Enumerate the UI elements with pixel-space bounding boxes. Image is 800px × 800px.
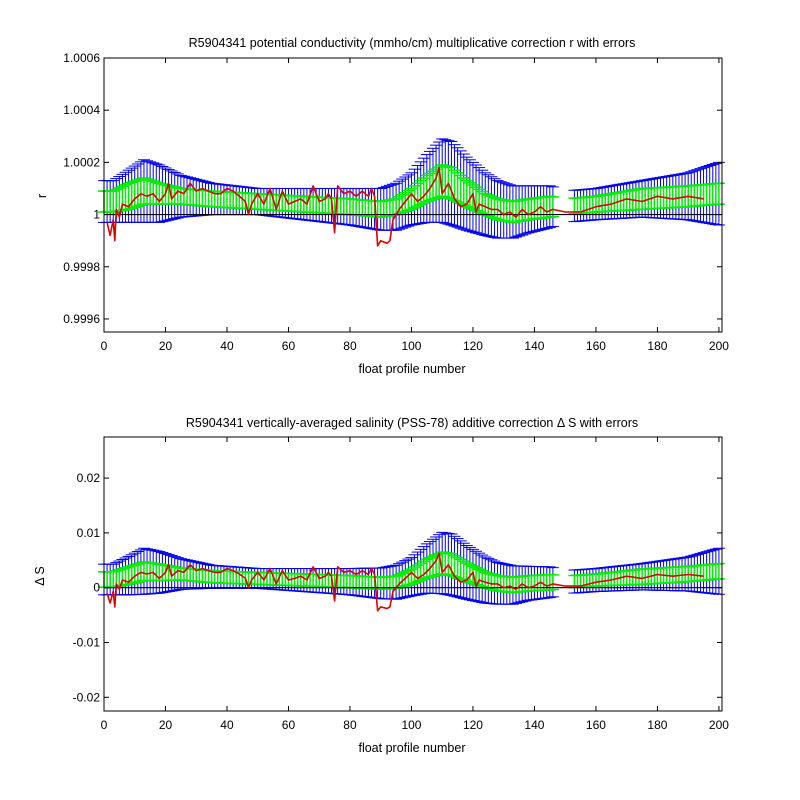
- x-tick-label: 100: [401, 718, 421, 732]
- x-tick-label: 80: [343, 339, 357, 353]
- y-tick-label: 0.02: [77, 471, 101, 485]
- inner-error-bars: [98, 164, 725, 224]
- x-tick-label: 0: [101, 339, 108, 353]
- x-tick-label: 40: [220, 339, 234, 353]
- y-axis-label: Δ S: [33, 566, 47, 585]
- panel-conductivity-correction: R5904341 potential conductivity (mmho/cm…: [35, 36, 729, 376]
- x-tick-label: 140: [524, 718, 544, 732]
- x-tick-label: 160: [586, 339, 606, 353]
- x-tick-label: 160: [586, 718, 606, 732]
- correction-series-line: [106, 552, 704, 612]
- y-tick-label: 0.01: [77, 526, 101, 540]
- x-tick-label: 120: [463, 718, 483, 732]
- x-tick-label: 20: [159, 339, 173, 353]
- x-tick-label: 20: [159, 718, 173, 732]
- x-tick-label: 60: [282, 718, 296, 732]
- x-tick-label: 180: [647, 718, 667, 732]
- x-tick-label: 60: [282, 339, 296, 353]
- x-tick-label: 200: [709, 339, 729, 353]
- x-tick-label: 180: [647, 339, 667, 353]
- y-tick-label: 1.0004: [63, 103, 100, 117]
- y-tick-label: 1: [93, 208, 100, 222]
- y-tick-label: 1.0002: [63, 155, 100, 169]
- x-tick-label: 80: [343, 718, 357, 732]
- plot-frame: [103, 436, 723, 712]
- axis-ticks: 0 20 40 60 80 100 120 140 160 180 200 0.9996 0.9998 1…: [63, 51, 729, 353]
- y-tick-label: 0.9996: [63, 312, 100, 326]
- y-tick-label: -0.01: [73, 636, 101, 650]
- x-axis-label: float profile number: [358, 741, 465, 755]
- chart-title: R5904341 vertically-averaged salinity (P…: [186, 416, 638, 430]
- y-tick-label: 1.0006: [63, 51, 100, 65]
- x-tick-label: 0: [101, 718, 108, 732]
- y-axis-label: r: [35, 194, 49, 198]
- x-tick-label: 40: [220, 718, 234, 732]
- inner-error-bars: [98, 551, 725, 594]
- chart-title: R5904341 potential conductivity (mmho/cm…: [189, 36, 636, 50]
- x-axis-label: float profile number: [358, 362, 465, 376]
- x-tick-label: 120: [463, 339, 483, 353]
- x-tick-label: 140: [524, 339, 544, 353]
- x-tick-label: 100: [401, 339, 421, 353]
- axis-ticks: 0 20 40 60 80 100 120 140 160 180 200 -0.02 -0.01 0 0.…: [73, 437, 729, 732]
- y-tick-label: -0.02: [73, 690, 101, 704]
- y-tick-label: 0.9998: [63, 260, 100, 274]
- plot-frame: [103, 57, 723, 333]
- panel-salinity-correction: R5904341 vertically-averaged salinity (P…: [33, 416, 729, 755]
- y-tick-label: 0: [93, 581, 100, 595]
- x-tick-label: 200: [709, 718, 729, 732]
- correction-series-line: [106, 166, 704, 247]
